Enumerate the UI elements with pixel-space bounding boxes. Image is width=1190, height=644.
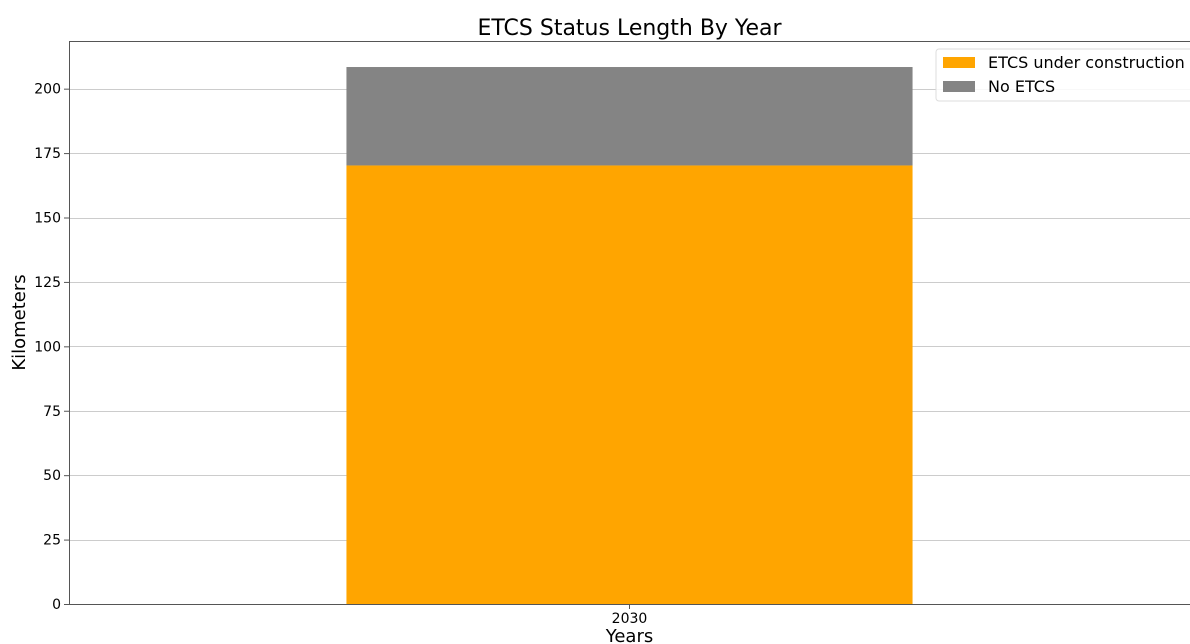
legend-swatch-no-etcs xyxy=(943,81,975,92)
y-axis-title: Kilometers xyxy=(9,274,30,370)
y-tick-label: 125 xyxy=(34,275,61,291)
x-tick-label: 2030 xyxy=(612,611,648,627)
y-tick-label: 200 xyxy=(34,82,61,98)
y-tick-label: 150 xyxy=(34,211,61,227)
y-tick-label: 75 xyxy=(43,404,61,420)
x-axis-title: Years xyxy=(605,626,654,644)
legend-swatch-etcs-under-construction xyxy=(943,57,975,68)
y-tick-label: 0 xyxy=(52,597,61,613)
y-tick-label: 50 xyxy=(43,468,61,484)
y-tick-label: 25 xyxy=(43,533,61,549)
legend-label-etcs-under-construction: ETCS under construction xyxy=(988,53,1185,72)
legend-box xyxy=(935,48,1190,102)
x-tick-labels: 2030 xyxy=(612,604,648,627)
bar-no-etcs-2030 xyxy=(346,67,913,166)
y-tick-labels: 0 25 50 75 100 125 150 175 200 xyxy=(34,82,69,613)
y-tick-label: 100 xyxy=(34,339,61,355)
chart-title: ETCS Status Length By Year xyxy=(477,16,782,41)
y-tick-label: 175 xyxy=(34,146,61,162)
bars xyxy=(346,67,913,604)
legend-label-no-etcs: No ETCS xyxy=(988,77,1055,96)
bar-etcs-under-construction-2030 xyxy=(346,165,913,604)
legend: ETCS under construction No ETCS xyxy=(935,48,1190,102)
